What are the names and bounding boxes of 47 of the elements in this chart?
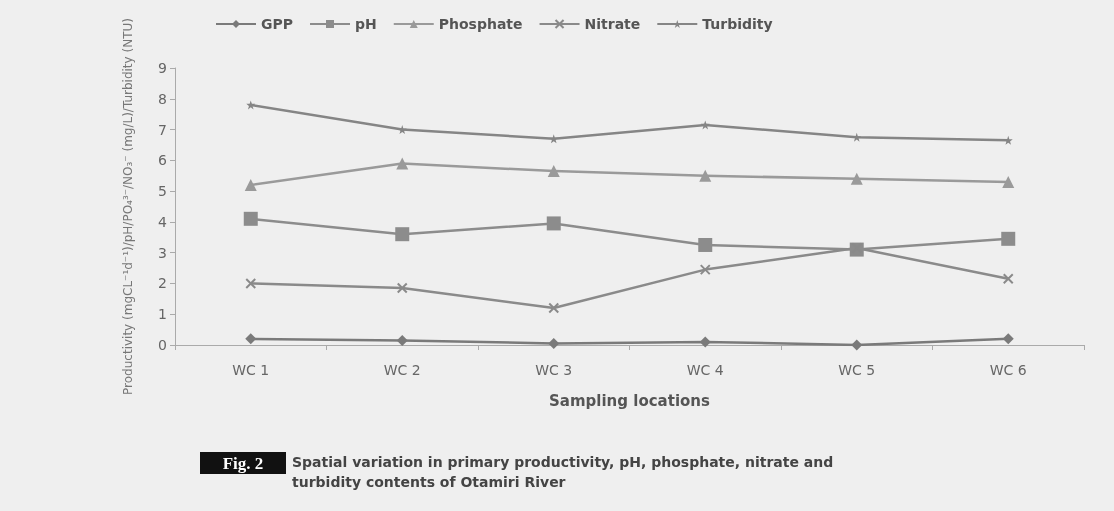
point xyxy=(1002,333,1014,345)
y-tick-label: 8 xyxy=(158,90,167,107)
x-tick-label: WC 3 xyxy=(535,362,573,378)
point xyxy=(396,282,408,294)
legend-label: GPP xyxy=(261,16,294,32)
point xyxy=(548,302,560,314)
point xyxy=(699,169,712,182)
x-tick-label: WC 5 xyxy=(838,362,876,378)
x-tick-label: WC 6 xyxy=(989,362,1027,378)
text: Spatial variation in primary productivity, pH, phosphate, nitrate and turbidity contents of Otamiri River xyxy=(292,454,839,490)
point xyxy=(546,216,561,231)
point xyxy=(244,178,257,191)
y-tick-label: 5 xyxy=(158,183,167,200)
x-tick-label: WC 1 xyxy=(232,362,270,378)
y-tick-label: 1 xyxy=(158,306,167,323)
point xyxy=(243,211,258,226)
point xyxy=(547,165,560,178)
point xyxy=(700,120,710,130)
point xyxy=(246,100,256,110)
point xyxy=(395,227,410,242)
x-tick-label: WC 2 xyxy=(383,362,421,378)
y-tick-label: 2 xyxy=(158,275,167,292)
x-tick-label: WC 4 xyxy=(686,362,724,378)
y-tick-label: 6 xyxy=(158,152,168,169)
y-tick-label: 4 xyxy=(158,213,168,230)
point xyxy=(245,277,257,289)
point xyxy=(698,237,713,252)
point xyxy=(245,333,257,345)
point xyxy=(699,264,711,276)
point xyxy=(850,172,863,185)
point xyxy=(1001,231,1016,246)
y-tick-label: 0 xyxy=(158,337,167,353)
y-axis-title: Productivity (mgCL⁻¹d⁻¹)/pH/PO₄³⁻/NO₃⁻ (mg/L)/Turbidity (NTU) xyxy=(120,18,135,395)
point xyxy=(396,334,408,346)
legend-label: pH xyxy=(355,16,377,32)
x-axis-title: Sampling locations xyxy=(549,391,711,410)
caption: Fig. 2 xyxy=(222,453,264,473)
y-tick-label: 3 xyxy=(158,244,167,261)
point xyxy=(1002,175,1015,188)
legend-label: Phosphate xyxy=(438,16,523,32)
legend-label: Turbidity xyxy=(702,16,773,32)
point xyxy=(396,157,409,170)
y-tick-label: 9 xyxy=(158,60,167,76)
point xyxy=(548,337,560,349)
point xyxy=(1002,273,1014,285)
y-tick-label: 7 xyxy=(158,121,167,138)
legend-label: Nitrate xyxy=(584,16,641,32)
